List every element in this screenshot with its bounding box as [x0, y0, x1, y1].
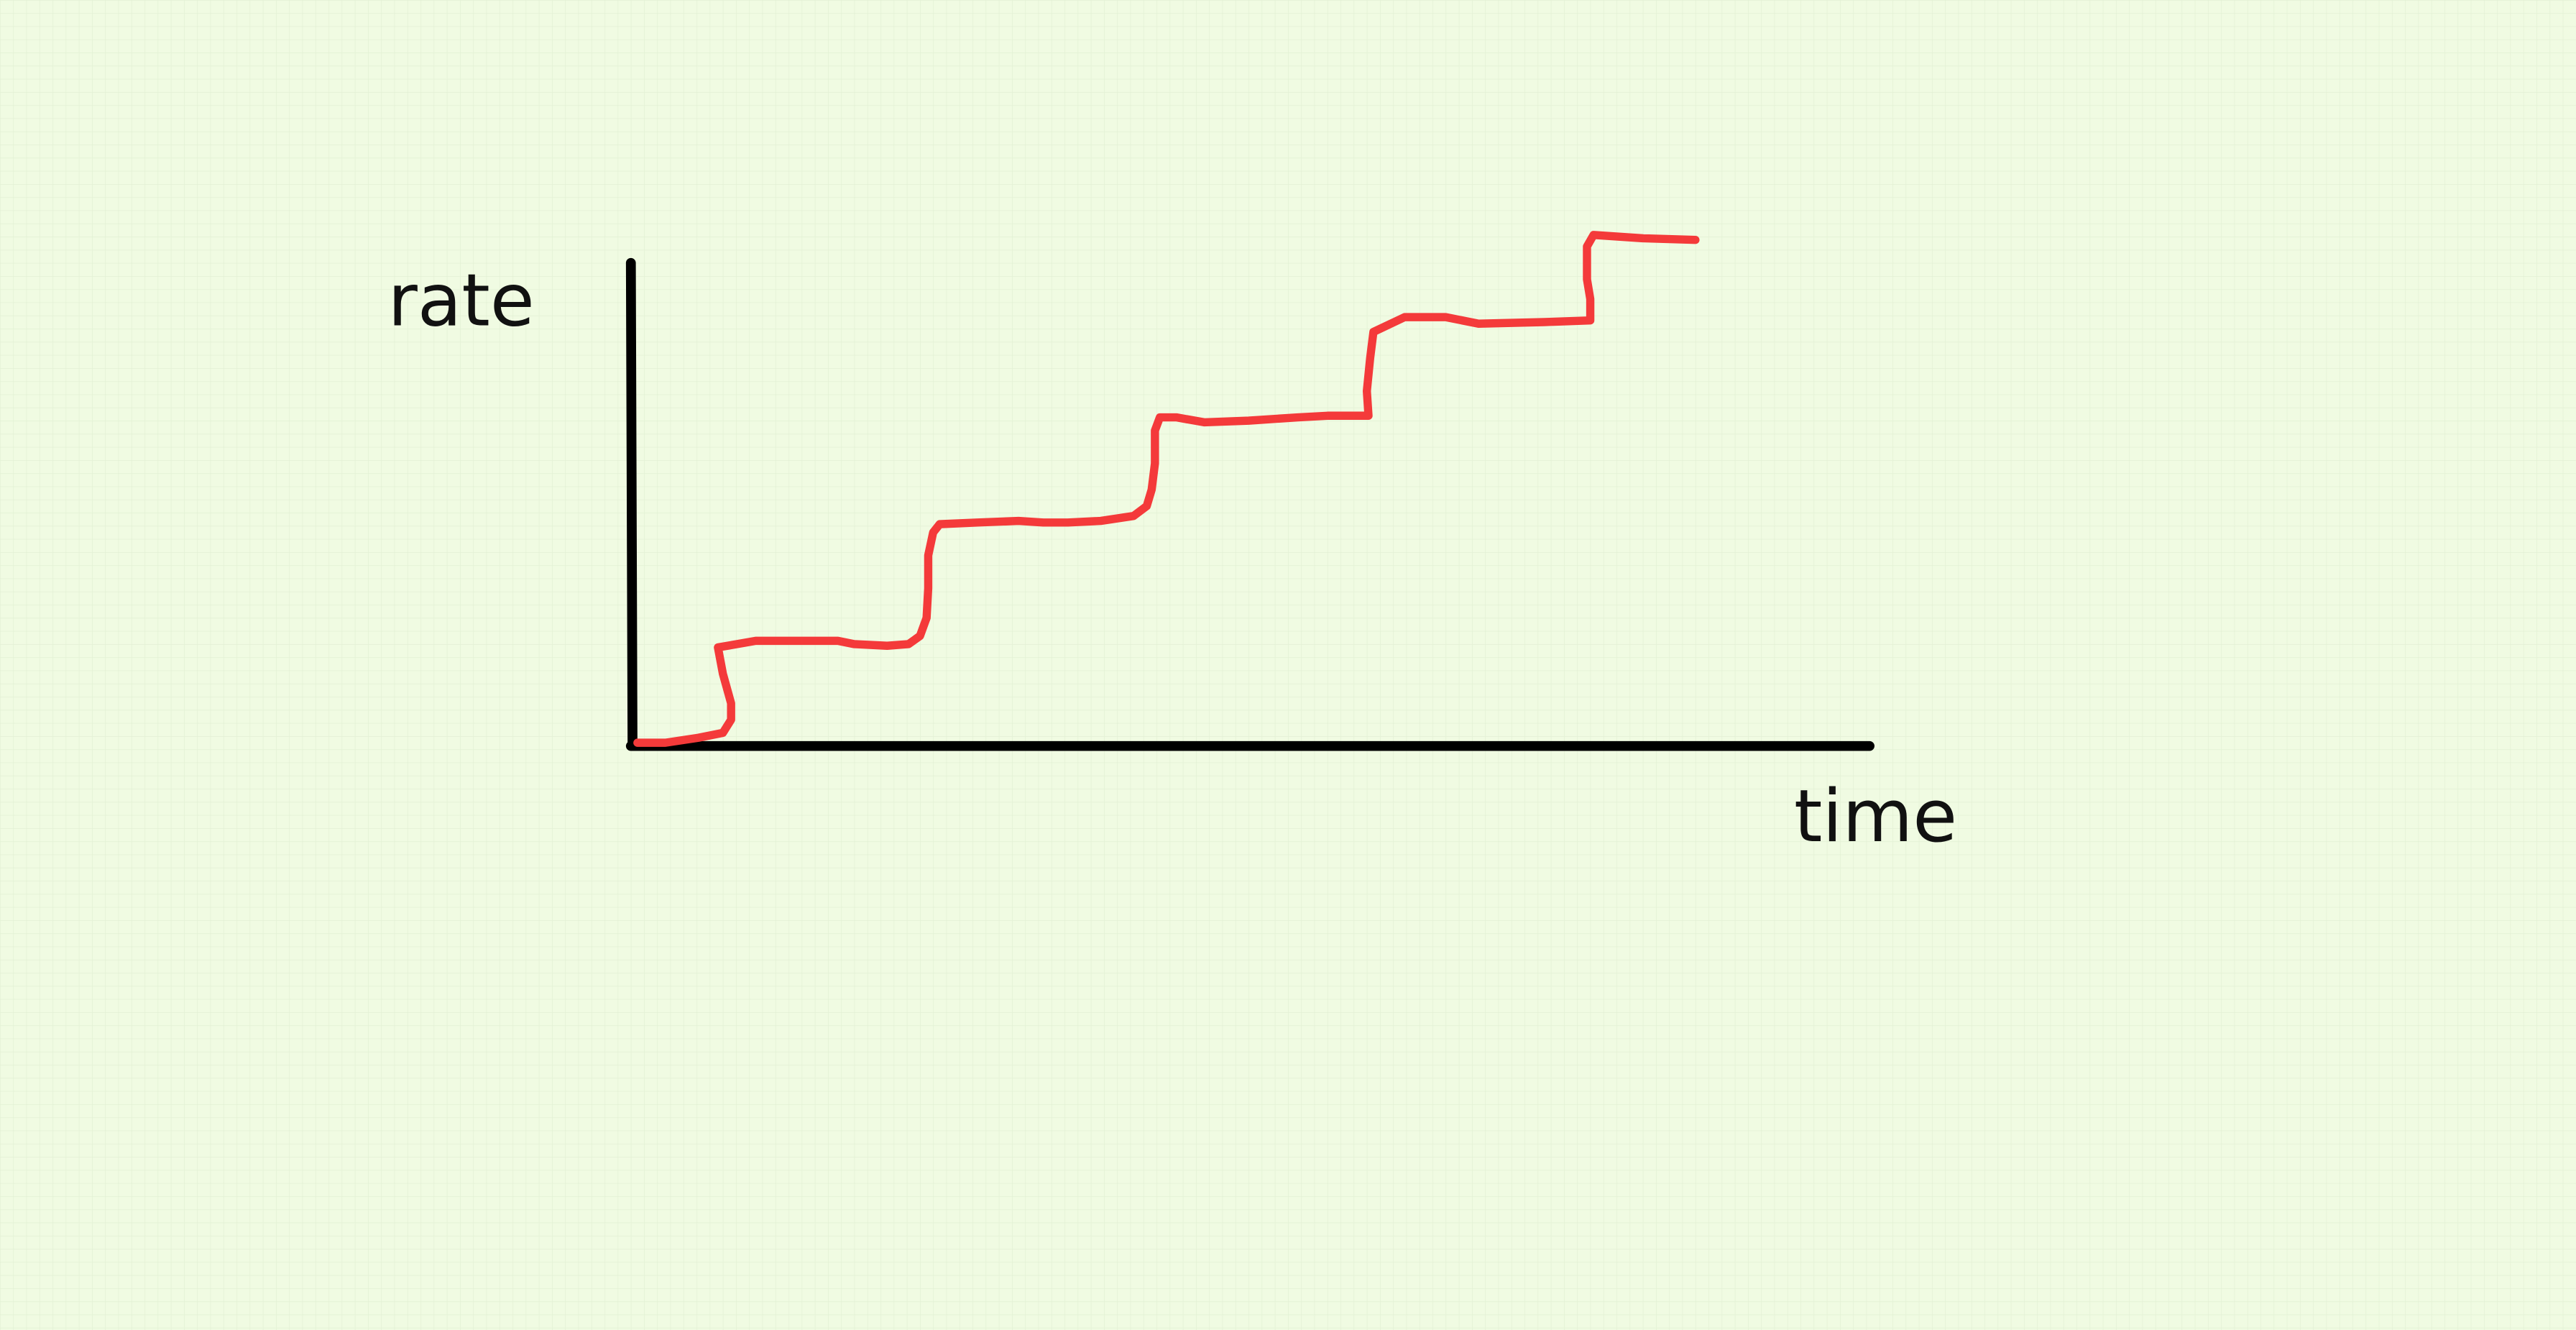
y-axis-label: rate	[387, 258, 534, 342]
staircase-line	[633, 231, 1700, 747]
x-axis-label: time	[1794, 774, 1957, 858]
y-axis	[625, 257, 638, 751]
